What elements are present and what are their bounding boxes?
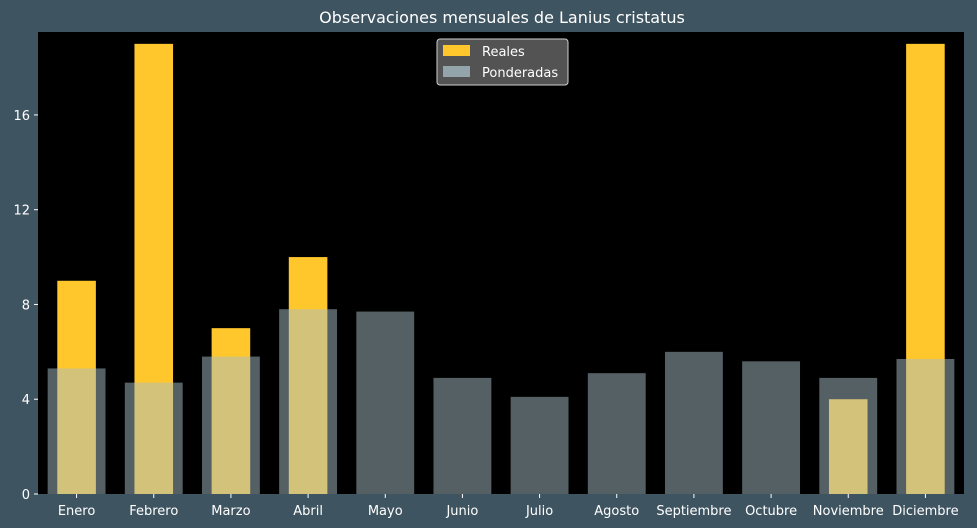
legend-swatch-reales xyxy=(443,45,470,56)
bar-ponderadas-agosto xyxy=(587,373,646,494)
bar-ponderadas-septiembre xyxy=(664,351,723,494)
bar-ponderadas-abril xyxy=(279,309,338,494)
x-tick-label: Junio xyxy=(445,504,478,519)
legend-label-reales: Reales xyxy=(482,45,525,60)
x-tick-label: Septiembre xyxy=(656,504,731,519)
x-tick-label: Julio xyxy=(525,504,553,519)
bar-ponderadas-junio xyxy=(433,377,492,494)
x-tick-label: Octubre xyxy=(745,504,797,519)
bar-ponderadas-noviembre xyxy=(819,377,878,494)
bar-ponderadas-julio xyxy=(510,396,569,494)
chart-title: Observaciones mensuales de Lanius crista… xyxy=(319,8,685,27)
x-tick-label: Diciembre xyxy=(892,504,958,519)
x-tick-label: Mayo xyxy=(368,504,403,519)
x-tick-label: Noviembre xyxy=(813,504,884,519)
bar-ponderadas-febrero xyxy=(124,382,183,494)
axes: Enero Febrero Marzo Abril Mayo Junio Julio Agos… xyxy=(13,109,958,519)
bar-ponderadas-marzo xyxy=(201,356,260,494)
legend: Reales Ponderadas xyxy=(436,38,569,86)
y-tick-label: 16 xyxy=(13,109,30,124)
bar-ponderadas-diciembre xyxy=(896,358,955,494)
y-tick-label: 8 xyxy=(22,298,30,313)
y-tick-label: 12 xyxy=(13,204,30,219)
x-tick-label: Enero xyxy=(58,504,96,519)
x-tick-label: Febrero xyxy=(129,504,178,519)
legend-label-ponderadas: Ponderadas xyxy=(482,66,558,81)
legend-swatch-ponderadas xyxy=(443,66,470,77)
plot-area xyxy=(38,32,964,494)
x-tick-label: Abril xyxy=(293,504,323,519)
y-tick-label: 4 xyxy=(22,393,30,408)
y-tick-label: 0 xyxy=(22,488,30,503)
bar-ponderadas-enero xyxy=(47,368,106,494)
series-ponderadas xyxy=(47,309,955,494)
x-tick-label: Marzo xyxy=(211,504,250,519)
bar-ponderadas-octubre xyxy=(742,361,801,494)
bar-ponderadas-mayo xyxy=(356,311,415,494)
x-tick-label: Agosto xyxy=(594,504,639,519)
